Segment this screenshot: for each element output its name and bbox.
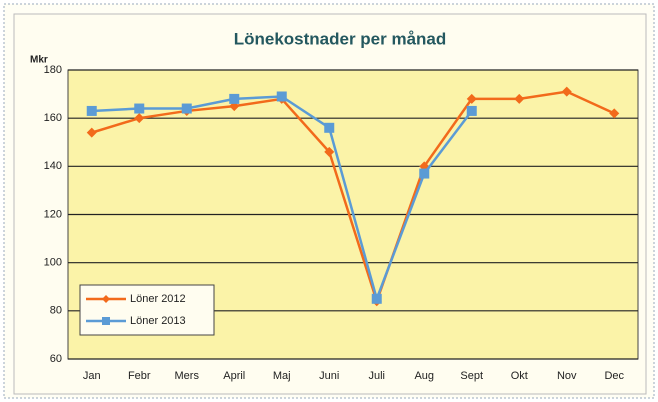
point — [466, 105, 477, 116]
y-tick-label: 140 — [44, 160, 62, 172]
legend-marker — [102, 317, 110, 325]
point — [371, 293, 382, 304]
x-tick-label: Mers — [175, 370, 200, 382]
point — [276, 91, 287, 102]
x-tick-label: Juni — [319, 370, 339, 382]
x-tick-label: April — [223, 370, 245, 382]
y-tick-label: 100 — [44, 257, 62, 269]
y-tick-label: 180 — [44, 64, 62, 76]
x-tick-label: Sept — [460, 370, 483, 382]
y-tick-label: 80 — [50, 305, 62, 317]
x-tick-label: Maj — [273, 370, 291, 382]
point — [229, 93, 240, 104]
point — [324, 146, 335, 157]
point — [419, 168, 430, 179]
point — [86, 105, 97, 116]
x-tick-label: Dec — [604, 370, 624, 382]
series-line — [91, 90, 615, 306]
point — [324, 122, 335, 133]
chart-title: Lönekostnader per månad — [234, 29, 447, 48]
point — [134, 113, 145, 124]
y-tick-label: 160 — [44, 112, 62, 124]
legend-marker — [102, 295, 110, 303]
point — [466, 93, 477, 104]
x-tick-label: Aug — [414, 370, 434, 382]
legend-label: Löner 2013 — [130, 315, 186, 327]
point — [181, 103, 192, 114]
y-axis-label: Mkr — [30, 55, 48, 66]
x-tick-label: Juli — [368, 370, 385, 382]
x-tick-label: Nov — [557, 370, 577, 382]
y-tick-label: 120 — [44, 208, 62, 220]
point — [86, 127, 97, 138]
point — [514, 93, 525, 104]
point — [561, 86, 572, 97]
x-tick-label: Jan — [83, 370, 101, 382]
x-tick-label: Febr — [128, 370, 151, 382]
point — [609, 108, 620, 119]
legend-label: Löner 2012 — [130, 293, 186, 305]
y-tick-label: 60 — [50, 353, 62, 365]
x-tick-label: Okt — [511, 370, 528, 382]
point — [134, 103, 145, 114]
legend-box — [79, 284, 215, 336]
